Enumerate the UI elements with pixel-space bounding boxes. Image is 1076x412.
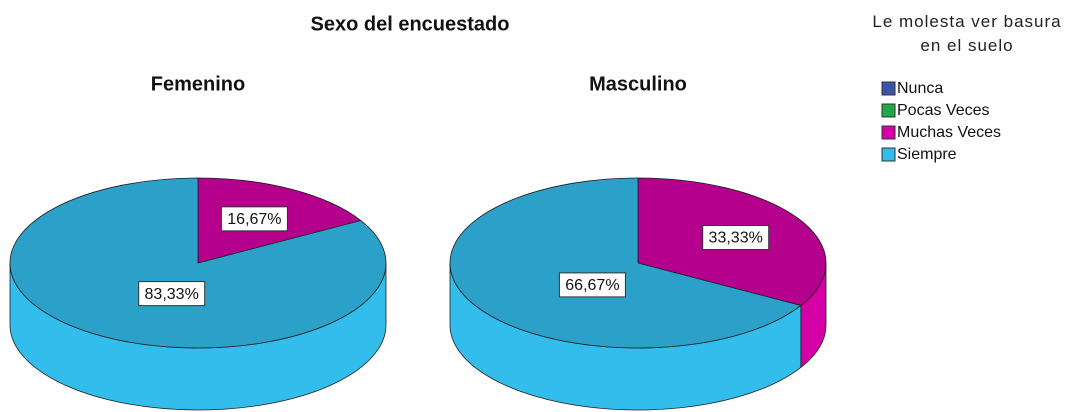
- value-label-box: [220, 206, 288, 232]
- legend-label: Pocas Veces: [897, 102, 990, 119]
- value-label: 66,67%: [565, 277, 619, 294]
- value-label: 33,33%: [709, 230, 763, 247]
- legend-label: Nunca: [897, 80, 943, 97]
- pie-slice: [9, 177, 387, 349]
- value-label: 83,33%: [145, 286, 199, 303]
- legend-swatch: [881, 125, 896, 140]
- legend-label: Muchas Veces: [897, 124, 1001, 141]
- legend-label: Siempre: [897, 146, 957, 163]
- pie-title: Femenino: [151, 73, 245, 95]
- value-label-box: [138, 281, 206, 307]
- legend-swatch: [881, 147, 896, 162]
- value-label-box: [558, 272, 626, 298]
- pie-slice: [449, 177, 802, 349]
- value-label: 16,67%: [227, 211, 281, 228]
- legend-swatch: [881, 103, 896, 118]
- pie-title: Masculino: [589, 73, 687, 95]
- legend-title: Le molesta ver basura en el suelo: [872, 12, 1062, 55]
- value-label-box: [702, 224, 770, 250]
- chart-title: Sexo del encuestado: [311, 13, 510, 35]
- legend-swatch: [881, 81, 896, 96]
